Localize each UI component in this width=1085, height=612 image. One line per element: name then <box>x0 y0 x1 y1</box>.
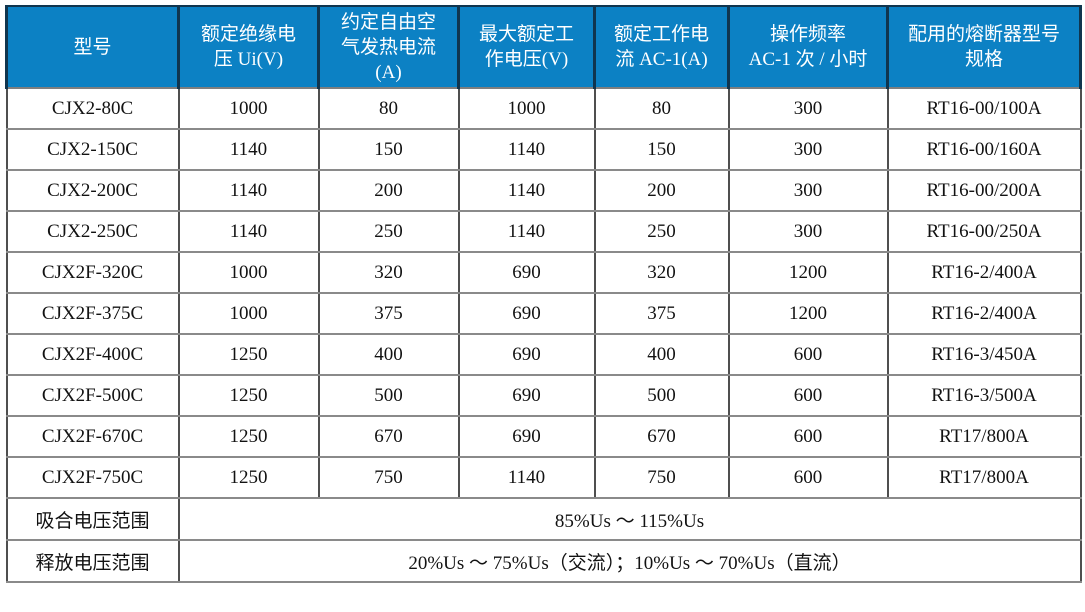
value-cell: 400 <box>317 333 460 376</box>
contactor-spec-table: 型号 额定绝缘电 压 Ui(V) 约定自由空 气发热电流 (A) 最大额定工 作电压(… <box>5 5 1082 583</box>
value-cell: 1200 <box>727 292 889 335</box>
value-cell: 200 <box>593 169 730 212</box>
value-cell: 1250 <box>177 456 320 499</box>
table-row: CJX2F-750C 1250 750 1140 750 600 RT17/800A <box>5 456 1082 499</box>
value-cell: 200 <box>317 169 460 212</box>
value-cell: 1140 <box>457 456 596 499</box>
value-cell: 1140 <box>177 169 320 212</box>
value-cell: 1250 <box>177 333 320 376</box>
value-cell: 1140 <box>457 169 596 212</box>
footer-row: 吸合电压范围 85%Us ～ 115%Us <box>5 497 1082 541</box>
value-cell: 300 <box>727 128 889 171</box>
model-cell: CJX2F-670C <box>5 415 180 458</box>
value-cell: 1250 <box>177 415 320 458</box>
table-footer: 吸合电压范围 85%Us ～ 115%Us 释放电压范围 20%Us ～ 75%Us（… <box>5 497 1082 583</box>
column-header: 额定工作电 流 AC-1(A) <box>593 5 730 89</box>
table-row: CJX2F-375C 1000 375 690 375 1200 RT16-2/400A <box>5 292 1082 335</box>
value-cell: 600 <box>727 456 889 499</box>
footer-row: 释放电压范围 20%Us ～ 75%Us（交流）；10%Us ～ 70%Us（直流… <box>5 539 1082 583</box>
value-cell: RT17/800A <box>886 415 1082 458</box>
value-cell: 690 <box>457 292 596 335</box>
value-cell: 750 <box>317 456 460 499</box>
value-cell: 80 <box>593 87 730 130</box>
table-row: CJX2-80C 1000 80 1000 80 300 RT16-00/100A <box>5 87 1082 130</box>
table-row: CJX2-150C 1140 150 1140 150 300 RT16-00/160A <box>5 128 1082 171</box>
value-cell: 375 <box>593 292 730 335</box>
value-cell: RT16-00/250A <box>886 210 1082 253</box>
column-header: 额定绝缘电 压 Ui(V) <box>177 5 320 89</box>
model-cell: CJX2F-320C <box>5 251 180 294</box>
value-cell: 1000 <box>177 292 320 335</box>
value-cell: 1140 <box>457 210 596 253</box>
table-row: CJX2F-670C 1250 670 690 670 600 RT17/800A <box>5 415 1082 458</box>
model-cell: CJX2-250C <box>5 210 180 253</box>
value-cell: RT16-3/500A <box>886 374 1082 417</box>
header-row: 型号 额定绝缘电 压 Ui(V) 约定自由空 气发热电流 (A) 最大额定工 作电压(… <box>5 5 1082 89</box>
model-cell: CJX2F-400C <box>5 333 180 376</box>
table-body: CJX2-80C 1000 80 1000 80 300 RT16-00/100A CJX2-… <box>5 87 1082 499</box>
value-cell: 300 <box>727 210 889 253</box>
value-cell: RT16-00/100A <box>886 87 1082 130</box>
value-cell: 250 <box>317 210 460 253</box>
value-cell: RT16-2/400A <box>886 251 1082 294</box>
value-cell: 250 <box>593 210 730 253</box>
value-cell: 1250 <box>177 374 320 417</box>
value-cell: 1140 <box>177 210 320 253</box>
value-cell: 150 <box>593 128 730 171</box>
value-cell: RT16-00/160A <box>886 128 1082 171</box>
table-header: 型号 额定绝缘电 压 Ui(V) 约定自由空 气发热电流 (A) 最大额定工 作电压(… <box>5 5 1082 89</box>
value-cell: RT16-3/450A <box>886 333 1082 376</box>
value-cell: 600 <box>727 333 889 376</box>
value-cell: RT16-2/400A <box>886 292 1082 335</box>
table-row: CJX2-200C 1140 200 1140 200 300 RT16-00/200A <box>5 169 1082 212</box>
value-cell: 1000 <box>177 251 320 294</box>
value-cell: 750 <box>593 456 730 499</box>
column-header: 型号 <box>5 5 180 89</box>
value-cell: 670 <box>593 415 730 458</box>
model-cell: CJX2-80C <box>5 87 180 130</box>
table-row: CJX2F-400C 1250 400 690 400 600 RT16-3/450A <box>5 333 1082 376</box>
value-cell: 320 <box>593 251 730 294</box>
value-cell: 1140 <box>457 128 596 171</box>
value-cell: 1200 <box>727 251 889 294</box>
value-cell: 690 <box>457 374 596 417</box>
value-cell: 300 <box>727 169 889 212</box>
value-cell: 1000 <box>177 87 320 130</box>
column-header: 配用的熔断器型号 规格 <box>886 5 1082 89</box>
value-cell: 600 <box>727 415 889 458</box>
value-cell: 690 <box>457 251 596 294</box>
value-cell: 670 <box>317 415 460 458</box>
spec-table-wrapper: 型号 额定绝缘电 压 Ui(V) 约定自由空 气发热电流 (A) 最大额定工 作电压(… <box>5 5 1082 583</box>
value-cell: 150 <box>317 128 460 171</box>
footer-label: 吸合电压范围 <box>5 497 180 541</box>
footer-value: 20%Us ～ 75%Us（交流）；10%Us ～ 70%Us（直流） <box>177 539 1082 583</box>
value-cell: 400 <box>593 333 730 376</box>
footer-label: 释放电压范围 <box>5 539 180 583</box>
footer-value: 85%Us ～ 115%Us <box>177 497 1082 541</box>
value-cell: 600 <box>727 374 889 417</box>
column-header: 最大额定工 作电压(V) <box>457 5 596 89</box>
model-cell: CJX2F-750C <box>5 456 180 499</box>
value-cell: 300 <box>727 87 889 130</box>
model-cell: CJX2-150C <box>5 128 180 171</box>
value-cell: 500 <box>317 374 460 417</box>
table-row: CJX2F-500C 1250 500 690 500 600 RT16-3/500A <box>5 374 1082 417</box>
table-row: CJX2F-320C 1000 320 690 320 1200 RT16-2/400A <box>5 251 1082 294</box>
table-row: CJX2-250C 1140 250 1140 250 300 RT16-00/250A <box>5 210 1082 253</box>
value-cell: 320 <box>317 251 460 294</box>
value-cell: 1140 <box>177 128 320 171</box>
value-cell: 500 <box>593 374 730 417</box>
column-header: 约定自由空 气发热电流 (A) <box>317 5 460 89</box>
column-header: 操作频率 AC-1 次 / 小时 <box>727 5 889 89</box>
model-cell: CJX2F-375C <box>5 292 180 335</box>
value-cell: 690 <box>457 415 596 458</box>
model-cell: CJX2-200C <box>5 169 180 212</box>
value-cell: RT17/800A <box>886 456 1082 499</box>
value-cell: 1000 <box>457 87 596 130</box>
value-cell: RT16-00/200A <box>886 169 1082 212</box>
model-cell: CJX2F-500C <box>5 374 180 417</box>
value-cell: 375 <box>317 292 460 335</box>
value-cell: 80 <box>317 87 460 130</box>
value-cell: 690 <box>457 333 596 376</box>
